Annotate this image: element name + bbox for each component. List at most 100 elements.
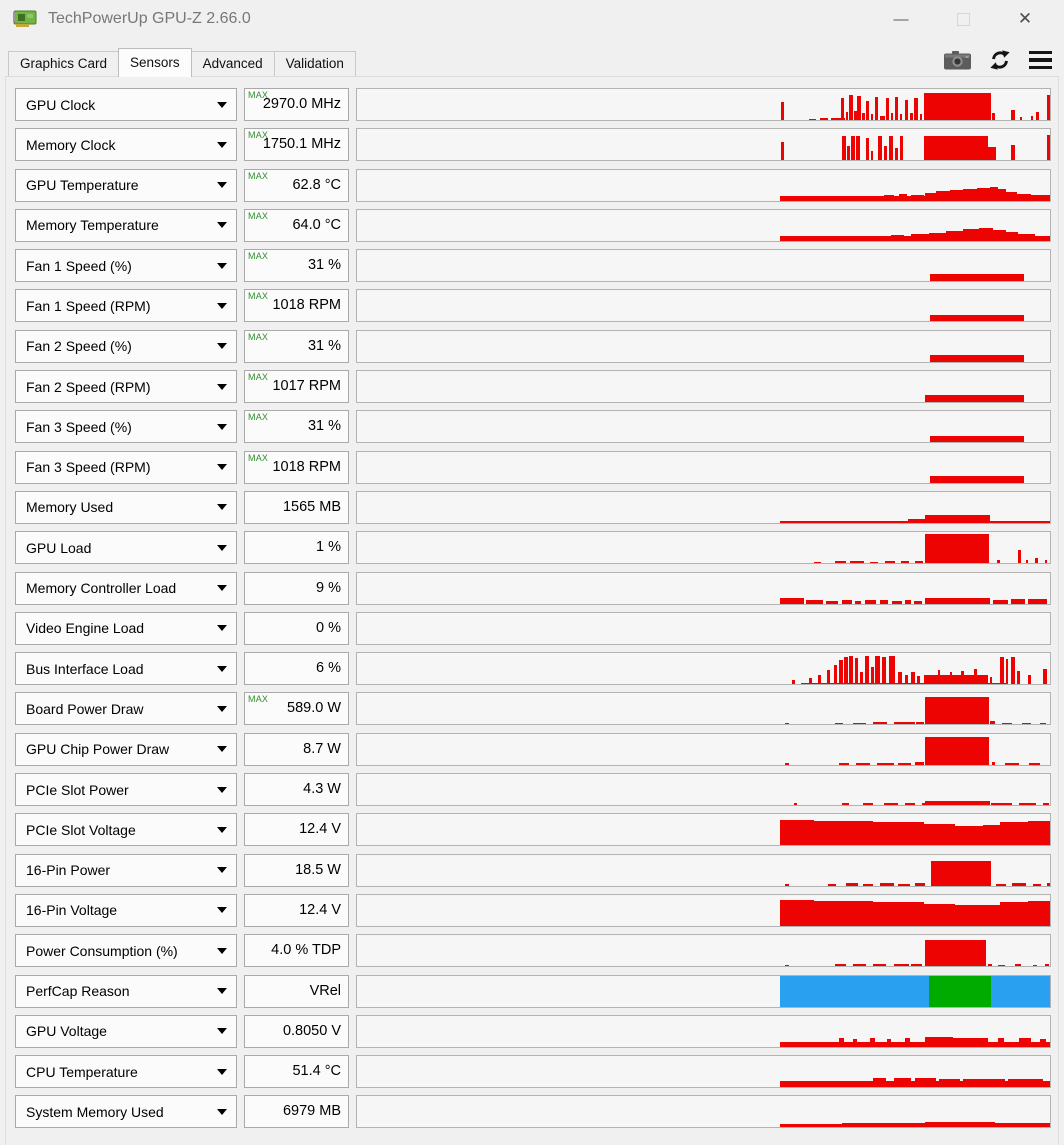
sensor-select[interactable]: GPU Clock <box>15 88 237 121</box>
sensor-select[interactable]: Fan 3 Speed (RPM) <box>15 450 237 484</box>
graph-bar <box>904 803 915 806</box>
graph-bar <box>853 110 857 120</box>
sensor-select[interactable]: Power Consumption (%) <box>15 934 237 968</box>
sensor-select[interactable]: Memory Clock <box>15 128 237 162</box>
sensor-graph <box>356 692 1051 726</box>
refresh-icon[interactable] <box>989 49 1011 71</box>
sensor-graph <box>356 88 1051 121</box>
max-badge: MAX <box>248 90 269 100</box>
graph-bar <box>930 435 1025 443</box>
graph-bar <box>1000 656 1004 685</box>
graph-bar <box>873 1078 886 1088</box>
sensor-row: GPU Chip Power Draw 8.7 W <box>6 732 1058 766</box>
graph-bar <box>873 722 888 725</box>
chevron-down-icon <box>217 464 227 471</box>
chevron-down-icon <box>217 786 227 793</box>
sensor-select[interactable]: Fan 2 Speed (RPM) <box>15 370 237 404</box>
graph-bar <box>963 229 981 241</box>
chevron-down-icon <box>217 907 227 914</box>
sensor-select[interactable]: GPU Temperature <box>15 168 237 202</box>
tab-advanced[interactable]: Advanced <box>190 51 275 76</box>
sensor-select[interactable]: CPU Temperature <box>15 1055 237 1089</box>
chevron-down-icon <box>217 544 227 551</box>
graph-bar <box>781 142 784 161</box>
graph-bar <box>1043 803 1049 806</box>
sensor-value-box: 1565 MB <box>244 490 349 524</box>
sensor-select[interactable]: Video Engine Load <box>15 611 237 645</box>
sensor-value: 31 % <box>307 337 341 354</box>
graph-bar <box>876 762 895 765</box>
sensor-select[interactable]: GPU Chip Power Draw <box>15 732 237 766</box>
minimize-button[interactable]: — <box>870 0 932 38</box>
graph-bar <box>835 561 846 564</box>
graph-bar <box>806 599 824 604</box>
menu-icon[interactable] <box>1029 50 1052 70</box>
sensor-select[interactable]: Fan 3 Speed (%) <box>15 410 237 444</box>
sensor-select[interactable]: Bus Interface Load <box>15 652 237 686</box>
graph-bar <box>819 118 829 120</box>
graph-bar <box>899 113 903 120</box>
close-button[interactable]: ✕ <box>994 0 1056 38</box>
tab-sensors[interactable]: Sensors <box>118 48 192 77</box>
sensor-select[interactable]: PerfCap Reason <box>15 974 237 1008</box>
graph-bar <box>873 821 900 846</box>
graph-bar <box>838 762 849 765</box>
graph-bar <box>873 964 886 967</box>
graph-bar <box>914 883 926 886</box>
graph-bar <box>928 975 992 1007</box>
sensor-value: 589.0 W <box>287 700 341 717</box>
screenshot-camera-icon[interactable] <box>944 50 971 70</box>
sensor-value: 12.4 V <box>299 901 341 918</box>
sensor-value-box: 0.8050 V <box>244 1014 349 1048</box>
graph-bar <box>911 194 924 201</box>
tab-graphics-card[interactable]: Graphics Card <box>8 51 120 76</box>
sensor-value-box: MAX 64.0 °C <box>244 208 349 242</box>
tab-validation[interactable]: Validation <box>273 51 356 76</box>
sensor-select[interactable]: Board Power Draw <box>15 692 237 726</box>
sensor-select[interactable]: 16-Pin Voltage <box>15 893 237 927</box>
sensor-select[interactable]: PCIe Slot Power <box>15 773 237 807</box>
sensor-name: Bus Interface Load <box>26 660 144 677</box>
sensor-select[interactable]: 16-Pin Power <box>15 853 237 887</box>
sensor-select[interactable]: System Memory Used <box>15 1095 237 1129</box>
sensor-select[interactable]: Fan 2 Speed (%) <box>15 329 237 363</box>
graph-bar <box>995 883 1007 886</box>
graph-bar <box>890 112 894 120</box>
graph-bar <box>915 722 924 725</box>
maximize-button[interactable] <box>932 0 994 38</box>
sensor-value-box: 9 % <box>244 571 349 605</box>
graph-bar <box>865 100 870 120</box>
sensor-select[interactable]: Memory Controller Load <box>15 571 237 605</box>
graph-bar <box>870 113 874 120</box>
sensor-select[interactable]: Fan 1 Speed (%) <box>15 249 237 283</box>
sensor-select[interactable]: PCIe Slot Voltage <box>15 813 237 847</box>
graph-bar <box>1046 883 1050 886</box>
graph-bar <box>793 803 798 806</box>
sensor-select[interactable]: Memory Temperature <box>15 208 237 242</box>
graph-bar <box>814 821 846 846</box>
graph-bar <box>1000 821 1028 846</box>
graph-bar <box>781 102 784 120</box>
sensor-value-box: MAX 1750.1 MHz <box>244 128 349 162</box>
sensor-graph <box>356 289 1051 323</box>
graph-bar <box>925 597 990 604</box>
sensor-value-box: 12.4 V <box>244 813 349 847</box>
sensor-select[interactable]: GPU Load <box>15 531 237 565</box>
sensor-select[interactable]: GPU Voltage <box>15 1014 237 1048</box>
sensor-select[interactable]: Memory Used <box>15 490 237 524</box>
sensor-value: 12.4 V <box>299 821 341 838</box>
max-badge: MAX <box>248 251 269 262</box>
graph-bar <box>923 675 989 685</box>
sensor-name: 16-Pin Power <box>26 862 111 879</box>
sensor-select[interactable]: Fan 1 Speed (RPM) <box>15 289 237 323</box>
max-badge: MAX <box>248 372 269 383</box>
sensor-name: GPU Clock <box>26 96 96 113</box>
graph-bar <box>923 824 956 846</box>
graph-bar <box>814 561 822 564</box>
graph-bar <box>1015 964 1021 967</box>
graph-bar <box>1034 558 1038 564</box>
sensor-row: Bus Interface Load 6 % <box>6 652 1058 686</box>
sensor-value-box: 1 % <box>244 531 349 565</box>
graph-bar <box>887 1039 892 1047</box>
close-icon: ✕ <box>1017 9 1033 28</box>
